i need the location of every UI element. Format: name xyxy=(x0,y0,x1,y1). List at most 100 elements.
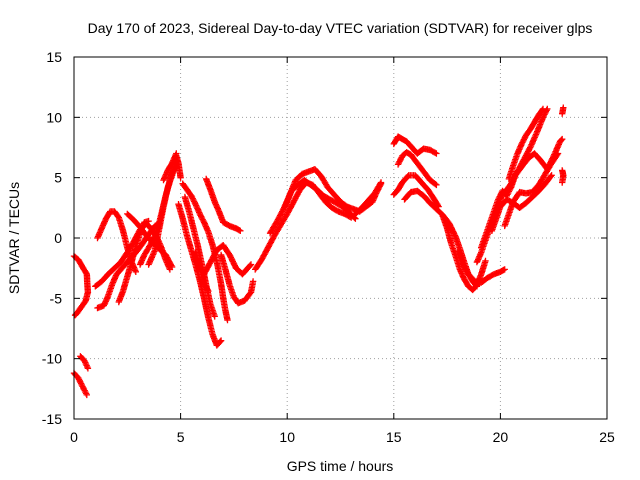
data-point-marker xyxy=(75,374,82,382)
data-point-marker xyxy=(84,365,92,372)
series-arc-10 xyxy=(145,163,180,268)
data-point-marker xyxy=(196,210,203,218)
data-point-marker xyxy=(217,338,224,345)
data-point-marker xyxy=(396,158,403,165)
data-point-marker xyxy=(547,173,554,180)
series-arc-35 xyxy=(559,167,567,186)
data-point-marker xyxy=(540,112,547,120)
y-axis-label: SDTVAR / TECUs xyxy=(6,182,22,294)
data-point-marker xyxy=(394,161,402,168)
data-point-marker xyxy=(198,213,205,220)
data-point-marker xyxy=(82,388,89,396)
data-point-marker xyxy=(560,104,567,111)
data-point-marker xyxy=(518,140,525,148)
data-point-marker xyxy=(211,313,218,320)
data-point-marker xyxy=(495,196,502,203)
data-point-marker xyxy=(173,150,180,157)
data-point-marker xyxy=(160,176,167,184)
data-point-marker xyxy=(496,193,503,200)
data-point-marker xyxy=(79,383,86,390)
axis-ticks: 0 5 10 15 20 25 -15 -10 -5 0 5 10 15 xyxy=(42,49,615,445)
data-point-marker xyxy=(501,266,508,273)
series-arc-18 xyxy=(217,251,257,307)
series-arc-7 xyxy=(115,217,152,306)
data-point-marker xyxy=(482,257,489,265)
data-point-marker xyxy=(279,207,287,214)
series-arc-3 xyxy=(70,369,90,399)
data-point-marker xyxy=(197,212,204,219)
data-point-marker xyxy=(145,261,152,268)
data-point-marker xyxy=(397,157,404,164)
series-arc-15 xyxy=(192,249,212,295)
grid-lines xyxy=(74,57,607,419)
series-arc-24 xyxy=(394,149,440,189)
data-point-marker xyxy=(217,337,225,344)
data-point-marker xyxy=(351,214,358,221)
series-arc-34 xyxy=(559,104,567,117)
series-arc-28 xyxy=(454,248,508,286)
y-tick-label: -15 xyxy=(42,411,62,427)
data-point-marker xyxy=(521,135,528,142)
x-axis-label: GPS time / hours xyxy=(287,458,394,474)
data-point-marker xyxy=(82,390,90,397)
data-point-marker xyxy=(190,198,198,205)
data-point-marker xyxy=(76,377,83,384)
series-arc-23 xyxy=(390,133,440,157)
data-point-marker xyxy=(539,105,547,113)
series-arc-21 xyxy=(281,176,359,222)
x-tick-label: 10 xyxy=(279,429,295,445)
y-tick-label: 0 xyxy=(54,230,62,246)
data-point-marker xyxy=(147,257,154,264)
data-point-marker xyxy=(198,214,206,222)
data-point-marker xyxy=(84,363,91,371)
data-point-marker xyxy=(172,164,179,172)
series-arc-1 xyxy=(70,252,92,319)
y-tick-label: 10 xyxy=(46,109,62,125)
y-tick-label: 5 xyxy=(54,170,62,186)
series-arc-2 xyxy=(77,353,92,372)
data-point-marker xyxy=(188,192,195,199)
data-point-marker xyxy=(505,188,513,195)
data-point-marker xyxy=(100,302,107,309)
data-point-marker xyxy=(177,174,184,181)
data-point-marker xyxy=(188,194,196,201)
data-point-marker xyxy=(205,287,212,295)
data-point-marker xyxy=(77,380,85,387)
x-tick-label: 15 xyxy=(386,429,402,445)
data-point-marker xyxy=(173,163,180,170)
data-point-marker xyxy=(541,111,548,118)
series-arc-12 xyxy=(175,201,225,349)
y-tick-label: 15 xyxy=(46,49,62,65)
series-arc-33 xyxy=(505,105,547,183)
y-tick-label: -5 xyxy=(50,290,63,306)
data-point-marker xyxy=(213,204,221,211)
data-point-marker xyxy=(82,360,90,368)
data-point-marker xyxy=(433,150,440,157)
data-point-marker xyxy=(548,172,555,179)
series-arc-25 xyxy=(390,172,442,210)
data-point-marker xyxy=(559,135,566,143)
data-point-marker xyxy=(279,208,286,215)
data-point-marker xyxy=(168,263,176,271)
data-point-marker xyxy=(395,159,402,167)
data-point-marker xyxy=(528,141,535,148)
data-point-marker xyxy=(77,379,84,386)
chart-title: Day 170 of 2023, Sidereal Day-to-day VTE… xyxy=(88,20,593,36)
data-point-marker xyxy=(249,278,257,285)
data-point-marker xyxy=(237,227,244,234)
data-point-marker xyxy=(558,136,565,144)
data-point-marker xyxy=(190,196,197,204)
data-point-marker xyxy=(554,151,561,158)
data-point-marker xyxy=(495,194,503,202)
series-arc-11 xyxy=(160,150,180,184)
x-tick-label: 5 xyxy=(177,429,185,445)
data-point-marker xyxy=(377,180,384,188)
data-point-marker xyxy=(168,262,175,269)
data-point-marker xyxy=(432,149,439,156)
data-point-marker xyxy=(246,262,254,269)
data-point-marker xyxy=(504,191,511,198)
data-point-marker xyxy=(191,199,198,206)
series-arc-16 xyxy=(200,242,255,278)
series-arc-32 xyxy=(488,172,555,234)
